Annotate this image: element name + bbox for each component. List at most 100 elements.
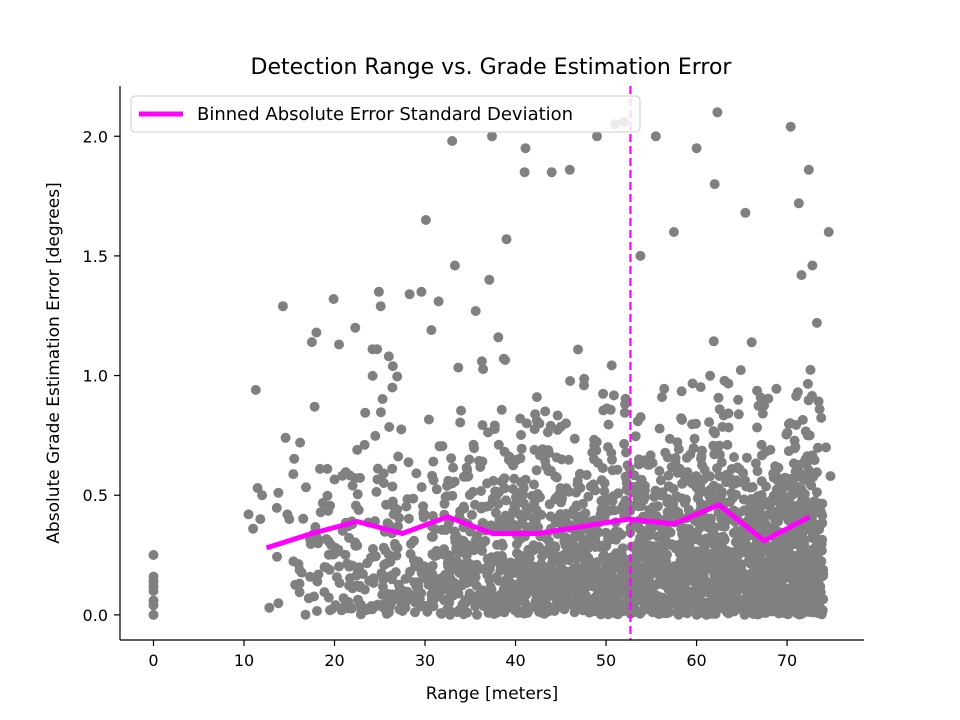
scatter-point <box>620 393 631 404</box>
scatter-point-outlier <box>792 387 803 398</box>
binned-std-line <box>265 502 811 551</box>
scatter-point <box>731 575 742 586</box>
scatter-point <box>453 362 464 373</box>
scatter-point <box>693 577 704 588</box>
scatter-point <box>757 511 768 522</box>
scatter-point <box>607 563 618 574</box>
scatter-point <box>356 605 367 616</box>
scatter-point <box>659 568 669 579</box>
scatter-point <box>681 452 692 463</box>
scatter-point <box>757 408 768 419</box>
scatter-point-zero-range <box>148 609 159 620</box>
scatter-point <box>779 502 790 513</box>
scatter-point <box>569 433 580 444</box>
scatter-point <box>334 561 344 572</box>
scatter-point-outlier <box>372 344 383 355</box>
scatter-point <box>378 478 389 488</box>
scatter-point <box>654 466 665 476</box>
scatter-point-outlier <box>498 353 509 364</box>
scatter-point-outlier <box>243 509 254 520</box>
scatter-point <box>533 522 544 533</box>
scatter-point <box>534 418 545 429</box>
scatter-point-outlier <box>315 463 325 474</box>
scatter-point <box>390 567 401 578</box>
x-tick-label: 0 <box>148 651 158 670</box>
scatter-point <box>516 443 527 454</box>
scatter-point <box>387 463 398 474</box>
scatter-point-outlier <box>387 382 398 393</box>
scatter-point-outlier <box>426 325 437 336</box>
scatter-point <box>375 407 386 418</box>
scatter-point <box>603 603 614 613</box>
scatter-point <box>680 523 691 534</box>
scatter-point <box>679 498 690 509</box>
scatter-point <box>499 473 510 484</box>
scatter-point <box>810 525 821 536</box>
scatter-point <box>714 551 725 562</box>
scatter-point-outlier <box>252 483 263 493</box>
scatter-point <box>523 505 533 515</box>
scatter-point <box>550 543 561 553</box>
scatter-point-outlier <box>816 518 827 529</box>
scatter-point <box>301 482 311 493</box>
scatter-point <box>787 476 798 487</box>
scatter-point <box>334 578 345 588</box>
legend-frame <box>130 95 641 133</box>
scatter-point <box>458 471 469 482</box>
scatter-point <box>780 566 791 577</box>
scatter-point <box>445 585 456 596</box>
scatter-point <box>746 337 757 348</box>
scatter-point <box>368 573 379 584</box>
scatter-point <box>554 585 565 596</box>
scatter-point <box>393 591 404 602</box>
scatter-point <box>646 524 657 535</box>
scatter-point-outlier <box>416 286 427 297</box>
scatter-point <box>598 388 609 399</box>
scatter-point <box>637 482 648 493</box>
scatter-point <box>717 597 728 608</box>
scatter-point-outlier <box>284 514 295 525</box>
scatter-point <box>446 565 457 576</box>
scatter-point <box>597 463 608 474</box>
scatter-point-outlier <box>807 260 818 271</box>
scatter-point-outlier <box>691 143 702 154</box>
scatter-point <box>382 518 393 529</box>
scatter-point <box>799 563 810 574</box>
scatter-point <box>574 584 585 595</box>
scatter-point <box>457 535 468 546</box>
scatter-point <box>556 454 567 465</box>
scatter-point <box>501 495 511 506</box>
scatter-point <box>593 580 604 591</box>
scatter-point <box>468 486 478 497</box>
scatter-point <box>513 520 524 531</box>
scatter-point <box>464 588 475 599</box>
scatter-point-outlier <box>709 179 720 190</box>
scatter-point-outlier <box>785 121 796 132</box>
scatter-point <box>575 532 586 543</box>
scatter-point <box>659 383 670 394</box>
scatter-point-outlier <box>340 600 351 611</box>
scatter-point <box>799 488 810 499</box>
scatter-point <box>430 524 441 535</box>
scatter-point-outlier <box>470 306 481 316</box>
scatter-point <box>789 443 800 454</box>
scatter-point <box>353 594 363 605</box>
scatter-point <box>807 533 818 543</box>
y-axis-label: Absolute Grade Estimation Error [degrees… <box>44 182 64 543</box>
scatter-point <box>608 390 619 401</box>
scatter-point <box>532 489 543 499</box>
scatter-point-outlier <box>668 227 679 237</box>
scatter-point <box>643 561 654 572</box>
scatter-point <box>531 569 542 579</box>
scatter-point <box>448 577 459 588</box>
scatter-point <box>315 507 326 518</box>
scatter-point <box>394 604 405 615</box>
scatter-point-outlier <box>487 131 497 142</box>
scatter-point <box>515 413 526 424</box>
scatter-point <box>708 527 719 538</box>
scatter-point <box>660 559 671 570</box>
scatter-point <box>494 558 505 569</box>
scatter-point <box>575 511 586 522</box>
scatter-point <box>752 422 763 433</box>
scatter-point <box>615 565 626 576</box>
